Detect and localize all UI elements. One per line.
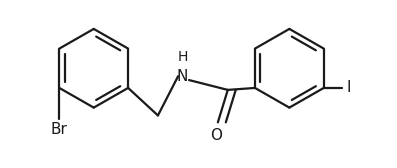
Text: I: I [347, 80, 351, 95]
Text: H: H [178, 50, 188, 64]
Text: Br: Br [51, 122, 68, 137]
Text: O: O [210, 128, 222, 143]
Text: N: N [176, 69, 188, 84]
